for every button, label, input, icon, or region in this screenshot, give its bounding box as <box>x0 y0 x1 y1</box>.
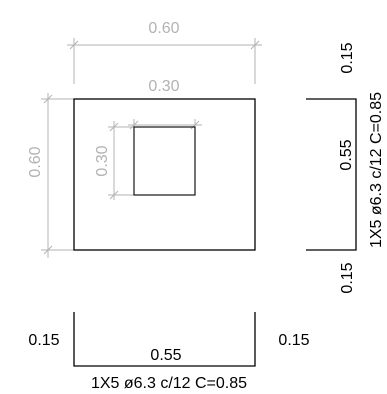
horizontal-right-hook-label: 0.15 <box>278 332 309 349</box>
opening-width-dimension <box>128 119 202 131</box>
horizontal-rebar-shape <box>73 312 256 367</box>
vertical-top-hook-label: 0.15 <box>339 42 356 73</box>
overall-width-dimension <box>67 38 262 84</box>
vertical-rebar-shape <box>306 98 357 251</box>
opening-outline <box>133 126 196 196</box>
horizontal-left-hook-label: 0.15 <box>28 332 59 349</box>
horizontal-length-label: 0.55 <box>150 347 181 364</box>
horizontal-bar-spec: 1X5 ø6.3 c/12 C=0.85 <box>91 375 247 392</box>
opening-height-dimension <box>108 121 134 200</box>
vertical-bar-spec: 1X5 ø6.3 c/12 C=0.85 <box>368 92 385 248</box>
opening-height-label: 0.30 <box>94 145 111 176</box>
overall-height-label: 0.60 <box>27 146 44 177</box>
slab-outline <box>73 98 256 251</box>
opening-width-label: 0.30 <box>148 78 179 95</box>
overall-width-label: 0.60 <box>148 20 179 37</box>
vertical-bottom-hook-label: 0.15 <box>339 262 356 293</box>
vertical-length-label: 0.55 <box>338 139 355 170</box>
